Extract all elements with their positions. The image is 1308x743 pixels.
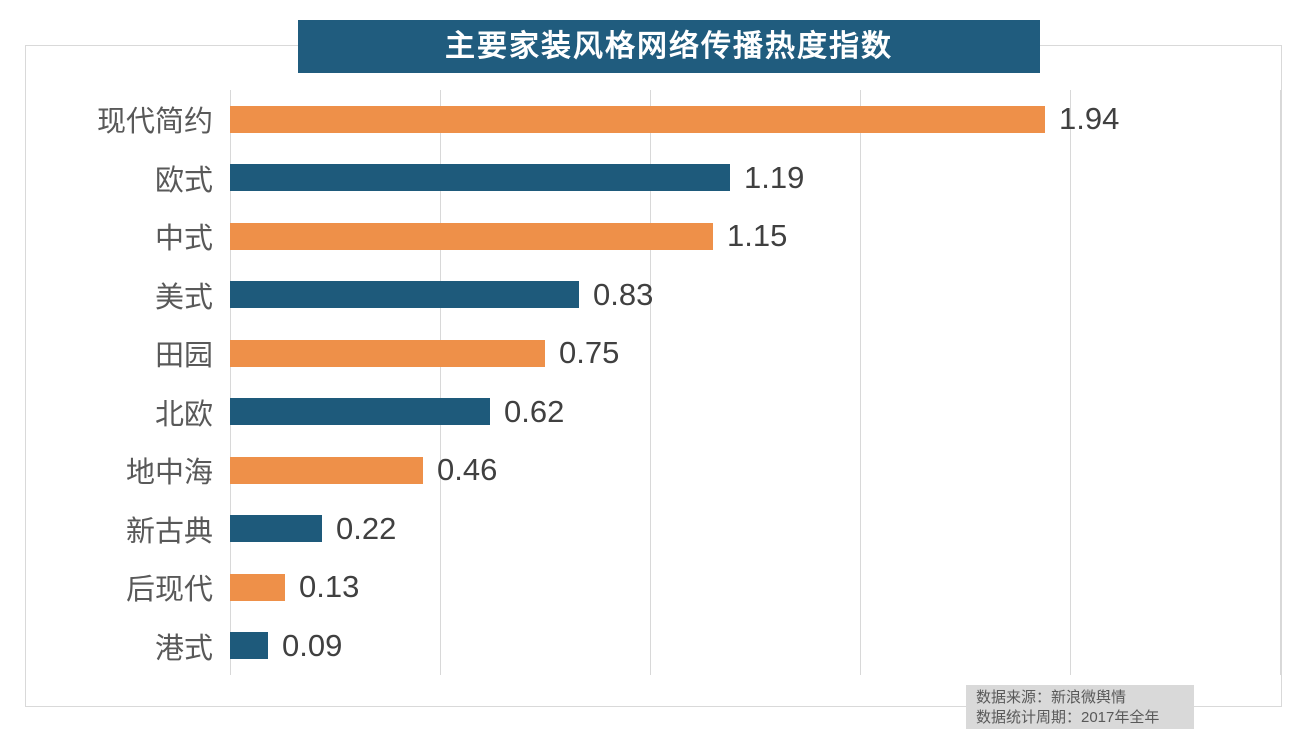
category-label: 现代简约 [96, 106, 213, 139]
chart-row: 美式 0.83 [0, 266, 1308, 325]
bar-10 [230, 632, 268, 660]
chart-row: 中式 1.15 [0, 207, 1308, 266]
chart-row: 新古典 0.22 [0, 500, 1308, 559]
source-note-line1: 数据来源：新浪微舆情 [976, 689, 1127, 706]
bar-8 [230, 515, 322, 543]
chart-row: 地中海 0.46 [0, 441, 1308, 500]
chart-row: 现代简约 1.94 [0, 90, 1308, 149]
gridline [860, 90, 861, 675]
category-label: 北欧 [154, 398, 213, 431]
chart-row: 港式 0.09 [0, 617, 1308, 676]
value-label: 0.83 [593, 276, 654, 312]
value-label: 0.22 [336, 510, 397, 546]
category-label: 后现代 [125, 574, 213, 607]
gridline [1070, 90, 1071, 675]
value-label: 0.13 [299, 569, 360, 605]
chart-row: 欧式 1.19 [0, 149, 1308, 208]
value-label: 1.15 [727, 218, 788, 254]
chart-row: 田园 0.75 [0, 324, 1308, 383]
chart-title: 主要家装风格网络传播热度指数 [445, 30, 893, 63]
value-label: 1.19 [744, 159, 805, 195]
category-label: 美式 [154, 281, 213, 314]
bar-2 [230, 164, 730, 192]
gridline [1280, 90, 1281, 675]
chart-row: 北欧 0.62 [0, 383, 1308, 442]
value-label: 0.09 [282, 627, 343, 663]
value-label: 0.46 [437, 452, 498, 488]
category-label: 港式 [154, 632, 213, 665]
category-label: 田园 [154, 340, 213, 373]
source-note: 数据来源：新浪微舆情 数据统计周期：2017年全年 [966, 685, 1194, 729]
category-label: 欧式 [154, 164, 213, 197]
gridline [440, 90, 441, 675]
chart-title-banner: 主要家装风格网络传播热度指数 [298, 20, 1040, 73]
value-label: 1.94 [1059, 101, 1120, 137]
gridline [650, 90, 651, 675]
axis-baseline [230, 90, 231, 675]
bar-4 [230, 281, 579, 309]
bar-5 [230, 339, 545, 367]
category-label: 中式 [154, 223, 213, 256]
category-label: 新古典 [125, 515, 213, 548]
bar-1 [230, 105, 1045, 133]
category-label: 地中海 [125, 457, 213, 490]
bar-7 [230, 456, 423, 484]
bar-3 [230, 222, 713, 250]
bar-6 [230, 398, 490, 426]
value-label: 0.62 [504, 393, 565, 429]
value-label: 0.75 [559, 335, 620, 371]
chart-row: 后现代 0.13 [0, 558, 1308, 617]
source-note-line2: 数据统计周期：2017年全年 [976, 709, 1160, 726]
bar-9 [230, 573, 285, 601]
